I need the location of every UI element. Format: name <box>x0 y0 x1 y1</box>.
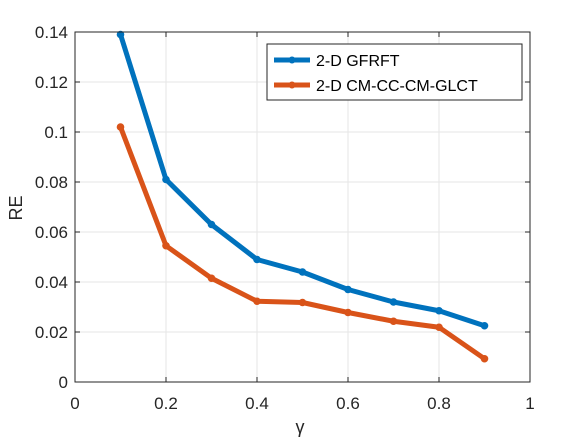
data-point <box>480 354 489 363</box>
x-tick-label: 0.8 <box>427 394 451 413</box>
data-point <box>344 285 352 294</box>
x-tick-label: 0.4 <box>245 394 269 413</box>
x-tick-label: 0.2 <box>154 394 178 413</box>
series-layer <box>116 30 489 363</box>
legend-entry-gfrft: 2-D GFRFT <box>316 53 400 70</box>
data-point <box>389 298 398 306</box>
y-tick-label: 0.1 <box>44 123 68 142</box>
data-point <box>253 297 261 306</box>
legend-marker-gfrft <box>288 56 296 64</box>
data-point <box>298 268 307 276</box>
data-point <box>389 317 398 326</box>
x-tick-label: 0.6 <box>336 394 360 413</box>
axes <box>74 31 531 383</box>
y-tick-label: 0.14 <box>35 23 68 42</box>
y-tick-label: 0.12 <box>35 73 68 92</box>
plot-frame <box>74 31 531 383</box>
legend-box <box>266 43 523 101</box>
x-axis-label: γ <box>296 417 305 437</box>
data-point <box>435 306 443 315</box>
data-point <box>162 241 170 250</box>
data-point <box>116 30 125 39</box>
data-point <box>298 298 307 307</box>
data-point <box>116 123 125 131</box>
y-tick-label: 0.02 <box>35 323 68 342</box>
data-point <box>344 308 352 317</box>
y-tick-label: 0.06 <box>35 223 68 242</box>
x-tick-label: 1 <box>525 394 534 413</box>
x-tick-label: 0 <box>70 394 79 413</box>
y-tick-label: 0 <box>59 373 68 392</box>
data-point <box>480 321 489 330</box>
data-point <box>207 274 216 283</box>
legend-marker-glct <box>288 81 296 89</box>
y-tick-label: 0.04 <box>35 273 68 292</box>
data-point <box>162 175 170 184</box>
y-axis-label: RE <box>6 195 26 220</box>
legend: 2-D GFRFT 2-D CM-CC-CM-GLCT <box>266 43 523 101</box>
legend-entry-glct: 2-D CM-CC-CM-GLCT <box>316 78 478 95</box>
data-point <box>435 323 443 332</box>
tick-labels: 0 0.2 0.4 0.6 0.8 1 0 0.02 0.04 0.06 0.08 0.1 0.12 0.… <box>35 23 535 413</box>
y-tick-label: 0.08 <box>35 173 68 192</box>
data-point <box>253 255 261 264</box>
data-point <box>207 220 216 229</box>
